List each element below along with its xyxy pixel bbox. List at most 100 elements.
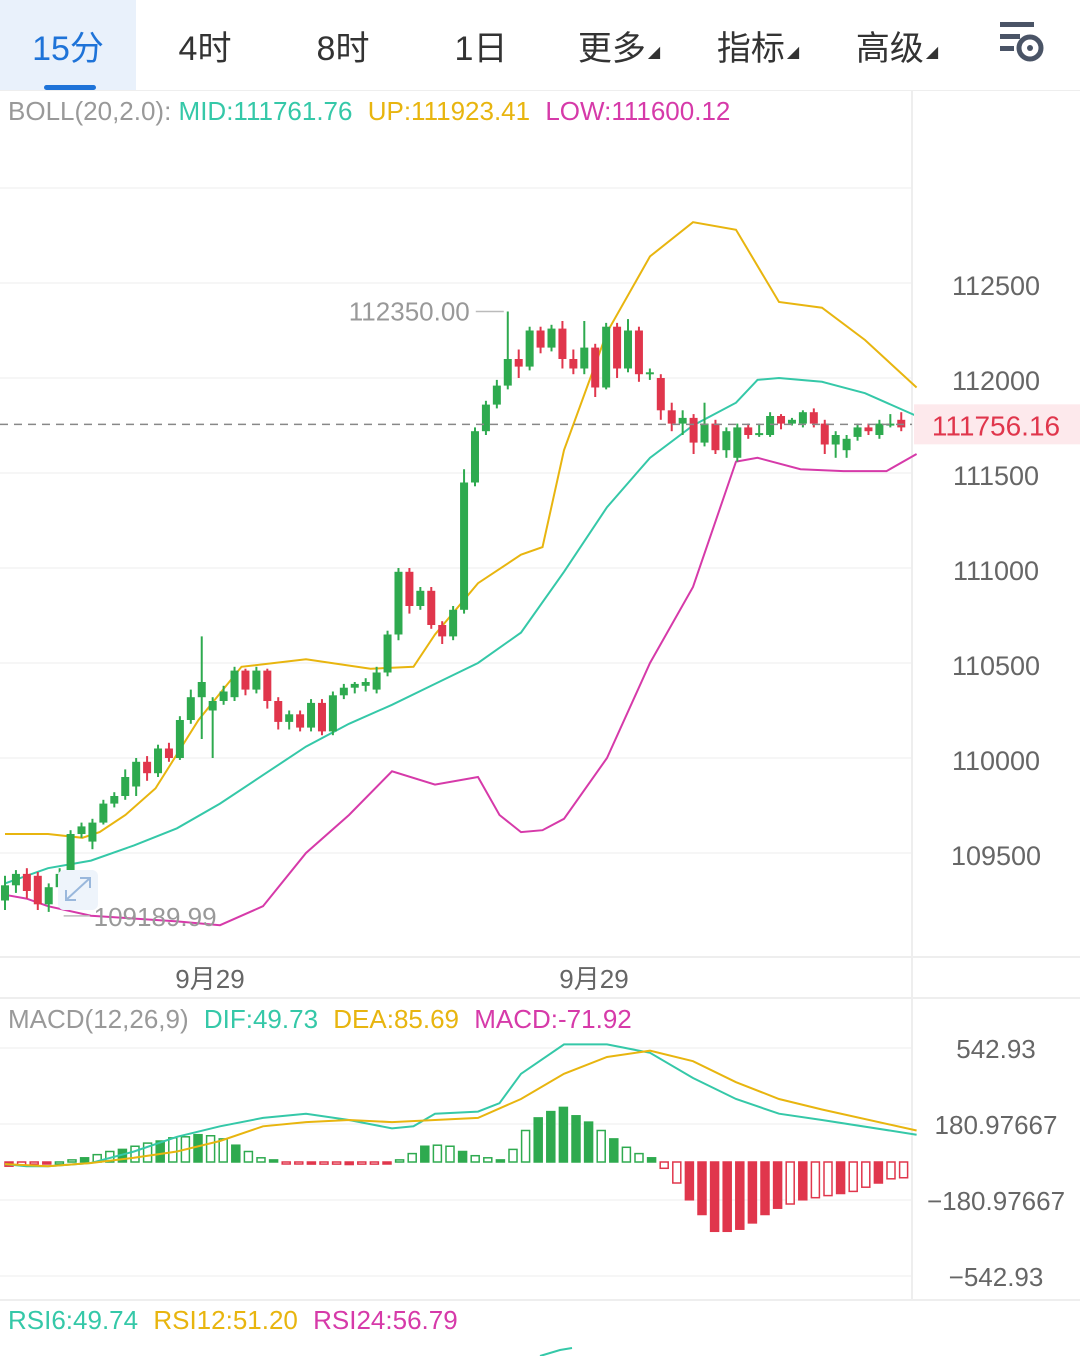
macd-histogram-bar — [432, 1144, 443, 1163]
candle-body — [460, 482, 469, 610]
macd-histogram-bar — [29, 1161, 39, 1165]
macd-histogram-bar — [319, 1161, 329, 1165]
macd-histogram-bar — [218, 1138, 228, 1163]
candle-body — [569, 359, 578, 369]
candle-body — [11, 873, 20, 886]
dropdown-caret-icon: ◢ — [786, 44, 800, 61]
macd-histogram-bar — [470, 1154, 480, 1163]
macd-histogram-bar — [684, 1161, 695, 1201]
macd-histogram-bar — [646, 1157, 657, 1163]
macd-histogram-bar — [785, 1161, 795, 1205]
candle-body — [831, 435, 840, 445]
tab-label: 更多 — [577, 29, 646, 68]
candle-body — [285, 714, 294, 722]
macd-histogram-bar — [92, 1153, 102, 1163]
macd-histogram-bar — [130, 1145, 140, 1163]
tab-4[interactable]: 更多 ◢ — [551, 0, 687, 90]
tab-3[interactable]: 1日 — [413, 0, 549, 90]
candle-body — [722, 431, 731, 451]
candle-body — [394, 571, 403, 635]
macd-histogram-bar — [457, 1150, 468, 1163]
macd-histogram-bar — [231, 1144, 241, 1163]
candle-body — [241, 670, 250, 690]
candle-body — [372, 672, 381, 690]
tab-1[interactable]: 4时 — [137, 0, 273, 90]
candle-body — [328, 695, 337, 732]
candle-body — [645, 372, 654, 375]
macd-histogram-bar — [609, 1138, 619, 1163]
tab-0[interactable]: 15分 — [0, 0, 136, 90]
boll-name: BOLL(20,2.0): — [8, 96, 172, 126]
candle-body — [886, 423, 895, 426]
macd-dif: DIF:49.73 — [203, 1004, 319, 1034]
candle-body — [897, 419, 906, 428]
candle-body — [700, 423, 709, 443]
macd-histogram-bar — [672, 1161, 682, 1184]
boll-low: LOW:111600.12 — [545, 96, 731, 126]
macd-histogram-bar — [697, 1161, 707, 1216]
macd-histogram-bar — [193, 1133, 203, 1163]
candle-body — [613, 326, 622, 369]
macd-tick-label: −180.97667 — [927, 1186, 1065, 1216]
tab-5[interactable]: 指标 ◢ — [690, 0, 826, 90]
macd-histogram-bar — [835, 1161, 846, 1195]
candle-body — [383, 634, 392, 673]
macd-histogram-bar — [558, 1106, 569, 1163]
macd-histogram-bar — [67, 1159, 77, 1163]
tab-label: 15分 — [32, 29, 104, 68]
candle-body — [186, 697, 195, 720]
current-price-label: 111756.16 — [932, 410, 1060, 441]
candle-body — [580, 347, 589, 369]
candle-body — [307, 702, 316, 728]
candle-body — [263, 670, 272, 701]
macd-tick-label: 542.93 — [956, 1034, 1036, 1064]
dropdown-caret-icon: ◢ — [647, 44, 661, 61]
tab-6[interactable]: 高级 ◢ — [829, 0, 965, 90]
candle-body — [143, 761, 152, 774]
macd-histogram-bar — [243, 1150, 254, 1163]
candle-body — [361, 682, 370, 686]
candle-body — [470, 431, 479, 483]
candle-body — [733, 427, 742, 458]
chart-settings-icon[interactable] — [990, 12, 1056, 78]
tab-2[interactable]: 8时 — [275, 0, 411, 90]
candle-body — [121, 777, 130, 796]
candle-body — [591, 347, 600, 388]
candle-body — [252, 670, 261, 690]
candle-body — [492, 385, 501, 405]
macd-value: MACD:-71.92 — [474, 1004, 632, 1034]
candle-body — [766, 416, 775, 435]
candle-body — [427, 590, 436, 625]
candle-body — [44, 887, 53, 905]
candle-body — [777, 416, 786, 424]
candle-body — [853, 427, 862, 437]
price-tick-label: 110000 — [952, 746, 1040, 776]
candle-body — [755, 433, 764, 436]
x-axis-label: 9月29 — [175, 964, 244, 994]
macd-histogram-bar — [571, 1115, 581, 1163]
macd-dea: DEA:85.69 — [333, 1004, 460, 1034]
macd-histogram-bar — [709, 1161, 720, 1233]
candle-body — [175, 720, 184, 758]
candle-body — [842, 438, 851, 451]
macd-histogram-bar — [344, 1161, 354, 1166]
tab-label: 1日 — [454, 29, 508, 68]
macd-histogram-bar — [79, 1157, 90, 1163]
macd-tick-label: −542.93 — [949, 1262, 1044, 1292]
tab-label: 8时 — [316, 29, 370, 68]
candle-body — [547, 328, 556, 348]
macd-histogram-bar — [533, 1117, 543, 1163]
macd-tick-label: 180.97667 — [935, 1110, 1058, 1140]
macd-histogram-bar — [621, 1146, 632, 1163]
price-tick-label: 112000 — [952, 366, 1040, 396]
macd-histogram-bar — [583, 1121, 594, 1163]
macd-histogram-bar — [634, 1152, 644, 1163]
low-price-label: 109189.99 — [94, 902, 217, 932]
macd-histogram-bar — [483, 1157, 493, 1163]
timeframe-tabs: 15分 4时 8时 1日 更多 ◢ 指标 ◢ 高级 ◢ — [0, 0, 1080, 91]
macd-legend: MACD(12,26,9) DIF:49.73 DEA:85.69 MACD:-… — [8, 1004, 640, 1035]
candle-body — [88, 822, 97, 842]
macd-histogram-bar — [445, 1145, 455, 1163]
macd-histogram-bar — [142, 1142, 153, 1163]
